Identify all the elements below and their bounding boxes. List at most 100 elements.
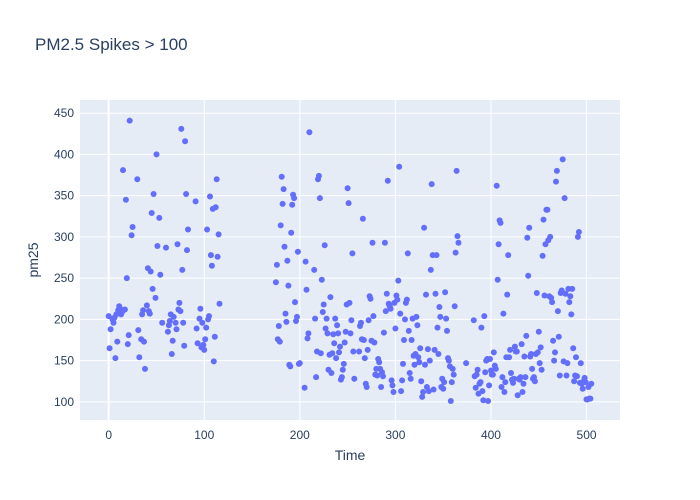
- scatter-point: [211, 333, 218, 340]
- scatter-point: [348, 317, 355, 324]
- scatter-point: [140, 307, 147, 314]
- scatter-point: [215, 231, 222, 238]
- scatter-point: [147, 268, 154, 275]
- scatter-point: [142, 365, 148, 372]
- scatter-point: [570, 345, 577, 352]
- scatter-point: [327, 294, 334, 301]
- scatter-point: [500, 310, 507, 317]
- chart-title: PM2.5 Spikes > 100: [35, 35, 188, 54]
- scatter-point: [455, 239, 462, 246]
- scatter-point: [204, 226, 211, 233]
- scatter-point: [588, 380, 595, 387]
- scatter-point: [443, 315, 450, 322]
- scatter-point: [148, 210, 155, 216]
- plot-area: [80, 100, 620, 420]
- scatter-point: [182, 138, 189, 145]
- y-tick-label: 200: [54, 312, 74, 326]
- scatter-point: [534, 349, 541, 356]
- scatter-point: [339, 366, 346, 373]
- scatter-point: [200, 341, 207, 348]
- scatter-point: [394, 296, 401, 303]
- scatter-point: [106, 345, 113, 352]
- scatter-point: [272, 279, 279, 286]
- scatter-point: [495, 241, 502, 248]
- scatter-point: [110, 319, 117, 326]
- scatter-point: [416, 359, 423, 366]
- scatter-point: [356, 348, 363, 355]
- scatter-point: [194, 340, 201, 347]
- scatter-point: [122, 196, 129, 203]
- scatter-point: [396, 163, 403, 170]
- scatter-point: [376, 359, 383, 366]
- scatter-point: [136, 354, 143, 361]
- scatter-point: [404, 250, 411, 257]
- scatter-point: [407, 375, 414, 382]
- scatter-point: [183, 191, 190, 197]
- scatter-point: [489, 371, 496, 378]
- scatter-point: [418, 378, 425, 385]
- scatter-point: [143, 302, 150, 309]
- y-tick-label: 100: [54, 395, 74, 409]
- scatter-point: [129, 224, 136, 230]
- scatter-point: [317, 350, 324, 357]
- scatter-point: [172, 319, 179, 326]
- scatter-point: [433, 252, 440, 259]
- scatter-point: [514, 392, 521, 399]
- scatter-point: [402, 316, 408, 323]
- scatter-point: [284, 257, 291, 264]
- scatter-point: [442, 289, 449, 296]
- scatter-point: [444, 327, 450, 334]
- scatter-point: [380, 329, 387, 336]
- scatter-point: [408, 337, 415, 343]
- scatter-point: [552, 349, 558, 356]
- scatter-point: [451, 303, 458, 310]
- scatter-point: [185, 226, 191, 233]
- scatter-point: [126, 117, 133, 124]
- scatter-point: [487, 356, 493, 362]
- scatter-point: [347, 330, 354, 337]
- scatter-point: [463, 360, 470, 367]
- scatter-point: [146, 310, 153, 317]
- scatter-point: [149, 285, 156, 292]
- scatter-point: [365, 317, 372, 324]
- scatter-point: [342, 328, 349, 335]
- scatter-point: [121, 306, 128, 313]
- scatter-point: [288, 229, 295, 236]
- scatter-point: [207, 252, 214, 259]
- scatter-point: [485, 398, 492, 404]
- scatter-point: [517, 374, 524, 381]
- scatter-point: [526, 224, 533, 231]
- scatter-point: [566, 299, 573, 306]
- scatter-point: [405, 327, 412, 334]
- scatter-point: [450, 371, 457, 378]
- scatter-point: [128, 232, 135, 239]
- scatter-point: [285, 282, 292, 289]
- scatter-point: [124, 341, 131, 348]
- scatter-point: [563, 372, 570, 379]
- scatter-point: [505, 252, 512, 259]
- scatter-point: [521, 353, 528, 360]
- scatter-point: [313, 374, 320, 381]
- scatter-point: [202, 336, 209, 343]
- scatter-point: [180, 319, 187, 326]
- scatter-point: [539, 252, 546, 259]
- scatter-point: [294, 248, 301, 255]
- scatter-point: [305, 330, 312, 337]
- scatter-point: [504, 291, 511, 298]
- scatter-point: [574, 233, 581, 240]
- scatter-point: [474, 366, 481, 373]
- scatter-point: [294, 313, 300, 320]
- scatter-point: [523, 332, 530, 339]
- scatter-point: [291, 195, 298, 202]
- scatter-point: [170, 313, 177, 320]
- scatter-point: [319, 309, 326, 315]
- scatter-point: [289, 201, 296, 208]
- scatter-point: [553, 178, 559, 185]
- scatter-point: [206, 313, 212, 320]
- scatter-point: [359, 215, 366, 222]
- x-axis-title: Time: [335, 447, 366, 463]
- scatter-point: [216, 300, 223, 307]
- scatter-point: [540, 216, 547, 223]
- scatter-point: [434, 324, 441, 331]
- scatter-point: [422, 361, 428, 368]
